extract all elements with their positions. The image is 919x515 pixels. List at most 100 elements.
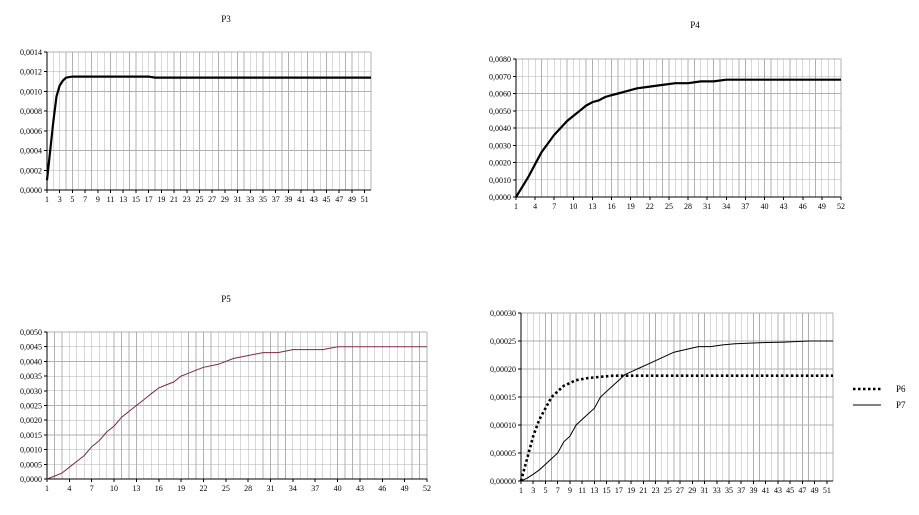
x-tick-label: 39 [284,195,292,204]
x-tick-label: 1 [45,195,49,204]
y-tick-label: 0,0004 [20,147,42,156]
x-tick-label: 27 [208,195,216,204]
x-tick-label: 51 [823,486,831,495]
x-tick-label: 19 [627,202,635,211]
y-tick-label: 0,00005 [490,449,516,458]
x-tick-label: 51 [361,195,369,204]
x-tick-label: 11 [107,195,115,204]
x-tick-label: 34 [722,202,730,211]
y-tick-label: 0,0045 [20,343,42,352]
chart-3: P5 0,0000 0,0005 0,0010 0,0015 0,0020 0,0025 0,… [20,294,431,493]
y-tick-label: 0,0000 [20,186,42,195]
x-tick-label: 33 [246,195,254,204]
y-tick-label: 0,0000 [20,475,42,484]
y-tick-label: 0,0040 [489,124,511,133]
y-tick-label: 0,0035 [20,372,42,381]
legend-label: P6 [896,384,906,394]
y-tick-label: 0,0008 [20,107,42,116]
y-tick-label: 0,0015 [20,431,42,440]
chart-title: P4 [690,20,700,30]
x-tick-label: 28 [244,484,252,493]
series-line [46,346,427,480]
x-tick-label: 9 [568,486,572,495]
chart-title: P5 [221,294,231,304]
x-tick-label: 21 [639,486,647,495]
x-tick-label: 45 [323,195,331,204]
y-tick-label: 0,0060 [489,90,511,99]
x-tick-label: 4 [67,484,71,493]
x-tick-label: 19 [177,484,185,493]
y-tick-label: 0,0050 [489,107,511,116]
x-tick-label: 31 [267,484,275,493]
x-tick-label: 1 [45,484,49,493]
x-tick-label: 40 [334,484,342,493]
series-line [515,78,841,198]
x-tick-label: 46 [799,202,807,211]
chart-4: 0,00000 0,00005 0,00010 0,00015 0,00020 0,000… [490,309,906,495]
x-tick-label: 11 [578,486,586,495]
x-tick-label: 7 [556,486,560,495]
x-tick-label: 47 [798,486,806,495]
x-tick-label: 35 [725,486,733,495]
y-tick-label: 0,0010 [489,176,511,185]
x-tick-label: 37 [311,484,319,493]
x-tick-label: 25 [195,195,203,204]
y-tick-label: 0,00030 [490,309,516,318]
y-tick-label: 0,0005 [20,460,42,469]
legend-label: P7 [896,400,906,410]
x-tick-label: 22 [646,202,654,211]
y-tick-label: 0,0006 [20,127,42,136]
x-tick-label: 49 [348,195,356,204]
x-tick-label: 37 [272,195,280,204]
y-tick-label: 0,0030 [489,141,511,150]
x-tick-label: 49 [811,486,819,495]
series-line-p6 [519,374,833,482]
x-tick-label: 13 [590,486,598,495]
x-tick-label: 43 [356,484,364,493]
x-tick-label: 5 [543,486,547,495]
x-tick-label: 45 [786,486,794,495]
x-tick-label: 25 [664,486,672,495]
x-tick-label: 28 [684,202,692,211]
x-tick-label: 34 [289,484,297,493]
series-line [45,75,371,181]
y-tick-label: 0,0002 [20,166,42,175]
x-tick-label: 10 [569,202,577,211]
x-tick-label: 49 [401,484,409,493]
y-tick-label: 0,00025 [490,337,516,346]
x-tick-label: 43 [774,486,782,495]
y-tick-label: 0,0030 [20,387,42,396]
x-tick-label: 33 [713,486,721,495]
x-tick-label: 13 [119,195,127,204]
x-tick-label: 1 [514,202,518,211]
x-tick-label: 31 [703,202,711,211]
x-tick-label: 19 [157,195,165,204]
x-tick-label: 43 [310,195,318,204]
x-tick-label: 37 [741,202,749,211]
x-tick-label: 5 [70,195,74,204]
y-tick-label: 0,0050 [20,328,42,337]
y-tick-label: 0,00015 [490,393,516,402]
y-tick-label: 0,0012 [20,68,42,77]
x-tick-label: 31 [701,486,709,495]
y-tick-label: 0,0010 [20,87,42,96]
legend: P6 P7 [853,384,906,410]
x-tick-label: 35 [259,195,267,204]
x-tick-label: 43 [780,202,788,211]
x-tick-label: 23 [652,486,660,495]
x-tick-label: 39 [749,486,757,495]
x-tick-label: 41 [297,195,305,204]
x-tick-label: 3 [531,486,535,495]
x-tick-label: 7 [552,202,556,211]
y-tick-label: 0,0020 [489,159,511,168]
series-line-p7 [520,340,833,482]
x-tick-label: 47 [335,195,343,204]
x-tick-label: 17 [145,195,153,204]
x-tick-label: 31 [234,195,242,204]
x-tick-label: 17 [615,486,623,495]
x-tick-label: 41 [762,486,770,495]
y-tick-label: 0,0014 [20,48,42,57]
x-tick-label: 52 [423,484,431,493]
x-tick-label: 13 [132,484,140,493]
